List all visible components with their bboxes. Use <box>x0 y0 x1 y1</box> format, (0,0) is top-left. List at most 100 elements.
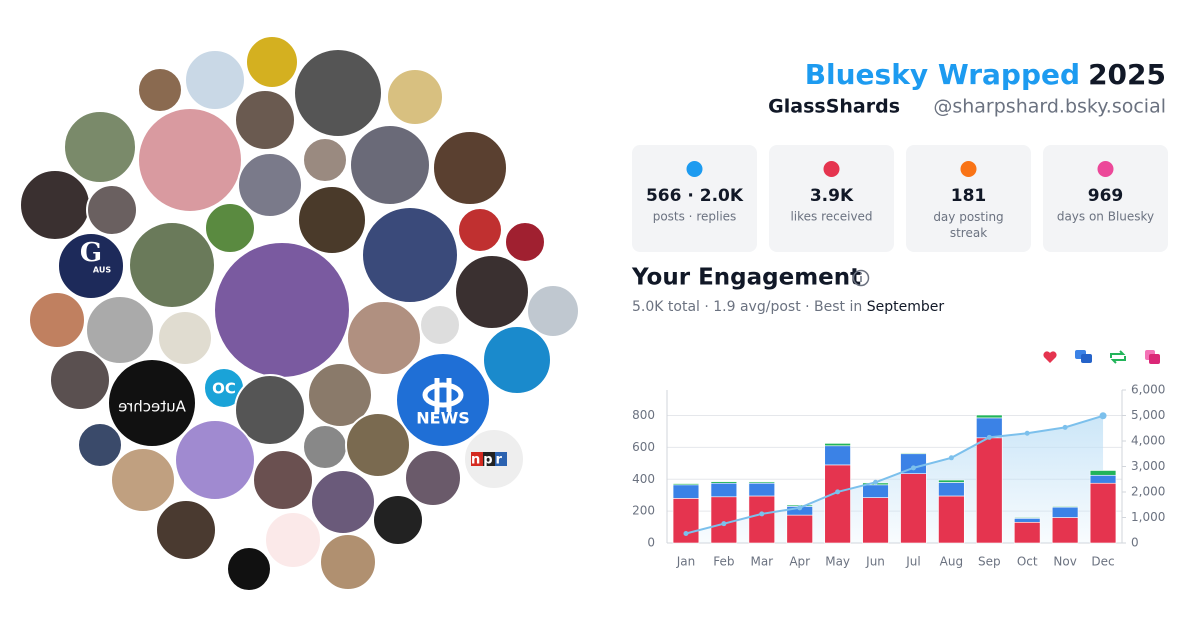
title: Bluesky Wrapped 2025 <box>805 58 1166 91</box>
avatar <box>293 48 383 138</box>
avatar <box>57 232 125 300</box>
like-icon[interactable] <box>1043 351 1057 363</box>
avatar <box>264 511 322 569</box>
quote-icon[interactable] <box>1145 350 1160 364</box>
avatar <box>307 362 373 428</box>
title-main: Bluesky Wrapped <box>805 58 1080 91</box>
bar-segment <box>976 437 1003 544</box>
avatar <box>157 310 213 366</box>
avatar <box>345 412 411 478</box>
avatar <box>184 49 246 111</box>
section-title: Your Engagement <box>631 265 861 291</box>
avatar <box>226 546 272 592</box>
bar-segment <box>710 481 738 484</box>
avatar <box>372 494 424 546</box>
stat-card <box>906 145 1031 252</box>
avatar <box>49 349 111 411</box>
bar-segment <box>1051 517 1079 544</box>
bar-segment <box>938 495 965 544</box>
x-tick-label: Jan <box>676 555 696 569</box>
line-point <box>835 489 841 495</box>
npr-box <box>495 452 507 466</box>
y-tick-label: 600 <box>632 440 655 454</box>
avatar <box>85 295 155 365</box>
line-point <box>1024 430 1030 436</box>
legend-icons <box>1043 350 1160 364</box>
y2-tick-label: 1,000 <box>1131 510 1165 524</box>
avatar <box>174 419 256 501</box>
avatar <box>310 469 376 535</box>
avatar <box>137 67 183 113</box>
bar-segment <box>976 417 1003 439</box>
reply-icon[interactable] <box>1075 350 1092 363</box>
bar-segment <box>710 496 738 544</box>
avatar <box>432 130 508 206</box>
bar-segment <box>1014 517 1041 519</box>
title-year: 2025 <box>1088 58 1166 91</box>
bar-segment <box>748 481 775 484</box>
y2-tick-label: 6,000 <box>1131 383 1165 397</box>
x-tick-label: Sep <box>978 555 1001 569</box>
y-tick-label: 0 <box>647 536 655 550</box>
x-tick-label: May <box>825 555 850 569</box>
avatar <box>526 284 580 338</box>
bar-segment <box>748 482 775 497</box>
handle: @sharpshard.bsky.social <box>933 96 1166 118</box>
avatar <box>137 107 243 213</box>
avatar <box>302 424 348 470</box>
repost-icon[interactable] <box>1110 350 1126 364</box>
x-tick-label: Feb <box>713 555 734 569</box>
avatar <box>221 497 267 543</box>
x-tick-label: Jul <box>905 555 920 569</box>
bar-segment <box>976 414 1003 419</box>
x-tick-label: Aug <box>940 555 963 569</box>
avatar <box>319 533 377 591</box>
y2-tick-label: 5,000 <box>1131 408 1165 422</box>
bar-segment <box>1051 506 1079 508</box>
y2-tick-label: 0 <box>1131 536 1139 550</box>
avatar-logo: Autechre <box>118 398 186 416</box>
stat-cards: 566 · 2.0K posts · replies 3.9K likes recei… <box>632 145 1168 252</box>
y-tick-label: 200 <box>632 504 655 518</box>
display-name: GlassShards <box>768 96 900 118</box>
avatar <box>63 110 137 184</box>
bar-segment <box>1089 474 1117 484</box>
bar-segment <box>824 443 851 447</box>
bar-segment <box>1014 521 1041 544</box>
avatar <box>77 422 123 468</box>
avatar-logo: OC <box>212 380 236 398</box>
avatar <box>110 447 176 513</box>
y-tick-label: 400 <box>632 472 655 486</box>
avatar <box>302 137 348 183</box>
line-point <box>873 479 879 485</box>
bar-segment <box>824 464 851 544</box>
avatar-logo: NEWS <box>416 409 470 428</box>
bar-segment <box>1089 482 1117 544</box>
avatar <box>361 206 459 304</box>
avatar <box>504 221 546 263</box>
avatar <box>419 304 461 346</box>
avatar <box>457 207 503 253</box>
engagement-chart: 0 200 400 600 800 0 1,000 2,000 3,000 4,000 5,000 6… <box>632 383 1165 569</box>
avatar <box>107 358 197 448</box>
line-point <box>910 465 916 471</box>
avatar <box>155 499 217 561</box>
bar-segment <box>672 483 700 486</box>
avatar <box>234 374 306 446</box>
avatar-logo: AUS <box>93 266 111 275</box>
bar-segment <box>1089 470 1117 476</box>
bar-segment <box>672 484 700 499</box>
cumulative-line <box>685 414 1104 535</box>
avatar <box>297 185 367 255</box>
x-tick-label: Nov <box>1053 555 1076 569</box>
avatar <box>204 202 256 254</box>
bar-segment <box>938 479 965 483</box>
bar-segment <box>710 482 738 498</box>
x-tick-label: Dec <box>1091 555 1114 569</box>
line-point <box>797 505 803 511</box>
avatar <box>346 300 422 376</box>
avatar <box>19 169 91 241</box>
avatar <box>213 241 351 379</box>
